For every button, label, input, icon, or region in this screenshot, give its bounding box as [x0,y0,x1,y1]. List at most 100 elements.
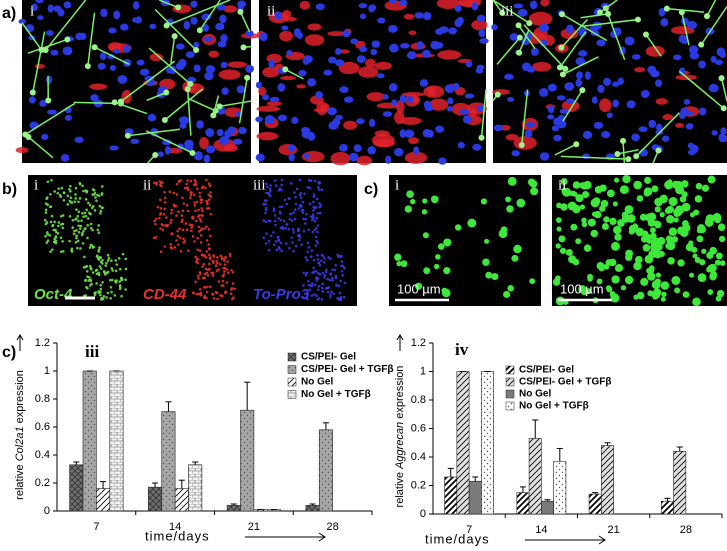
dot [225,281,229,284]
dot [74,241,78,244]
cell [601,223,609,231]
nucleus [720,127,727,135]
cell [717,223,726,232]
dot [314,244,318,247]
neurite [87,12,96,67]
cell [581,217,587,224]
panel-label: c) [364,181,378,198]
dot [267,248,271,252]
dot [179,249,183,253]
dot [223,259,226,262]
soma [720,105,727,112]
cells [255,0,489,166]
soma [282,66,289,73]
nucleus [679,67,686,76]
nucleus [524,129,533,138]
dot [193,201,196,204]
cell [633,261,642,271]
dot [66,194,70,198]
error-bar [178,479,185,489]
nucleus [63,1,72,9]
cell [513,244,522,254]
dot [71,226,75,229]
dot [316,186,320,189]
cell [585,288,592,295]
nucleus [205,145,216,154]
cell [575,194,584,203]
dot [339,295,343,299]
dot [82,229,85,233]
neurite [219,100,252,108]
dot [310,282,314,285]
dot [124,288,127,291]
nucleus [491,24,498,31]
nucleus [438,157,447,165]
dot [205,250,209,253]
x-tick-label: 7 [466,524,472,536]
nucleus [368,118,376,128]
dot [229,292,233,296]
cell [675,122,684,128]
dot [338,291,342,295]
cell [598,265,605,272]
sub-label: ii [143,177,151,193]
cell [654,278,661,285]
dot [44,211,48,214]
dot [69,200,73,204]
cell [654,197,663,207]
nucleus [414,12,424,19]
dot [199,234,203,237]
soma [573,141,580,148]
nucleus [334,59,345,67]
soma [526,20,533,27]
dot [336,297,339,300]
nucleus [349,152,359,162]
dot [46,239,50,243]
dot [190,226,194,229]
nucleus [123,44,131,53]
error-bar [544,499,551,502]
nucleus [478,28,486,38]
dot [200,186,204,190]
dot [82,189,85,193]
bar [305,505,320,512]
nucleus [342,30,351,38]
nucleus [689,45,699,54]
cell [603,263,610,270]
dot [296,229,300,233]
dot [279,226,283,230]
nucleus [435,125,444,133]
dot [194,255,198,259]
nucleus [196,120,204,129]
nucleus [119,23,129,31]
nucleus [359,13,367,20]
nucleus [382,111,393,117]
dot [84,265,87,269]
dot [100,185,104,188]
dot [277,189,281,192]
nucleus [64,114,73,121]
cell [596,278,603,285]
dot [162,212,166,216]
dot [195,258,199,261]
dot [190,224,194,227]
neurite [24,102,76,136]
cell [560,203,568,211]
dot [61,249,65,253]
dot [295,187,299,191]
bar [528,438,542,515]
y-label-part: expression [394,366,406,422]
dot [227,271,230,274]
nucleus [382,94,389,100]
dot [107,256,111,260]
legend-swatch [505,389,515,399]
neurite [114,101,148,115]
cell [657,236,666,246]
nucleus [464,93,475,99]
dot [301,200,305,204]
nucleus [584,71,591,80]
nucleus [424,106,434,112]
nucleus [559,108,569,114]
cell [530,187,539,196]
nucleus [683,110,694,116]
